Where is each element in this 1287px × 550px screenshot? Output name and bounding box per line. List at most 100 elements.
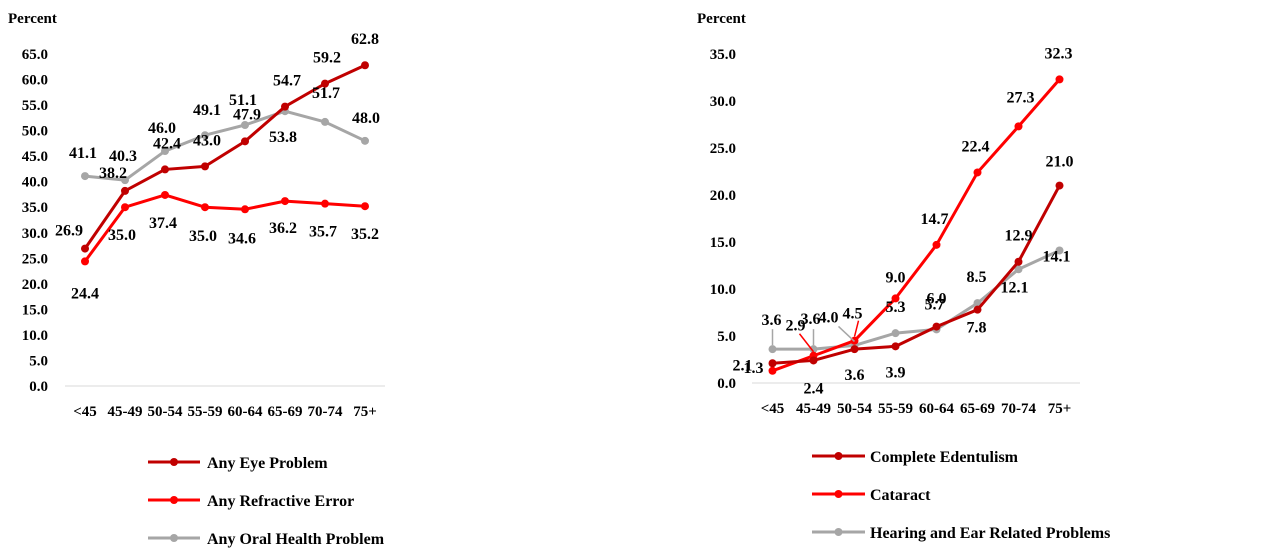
data-point xyxy=(891,329,900,338)
data-label: 59.2 xyxy=(313,50,341,67)
data-label: 62.8 xyxy=(351,31,379,48)
y-tick-label: 45.0 xyxy=(22,149,48,165)
data-point xyxy=(81,172,89,181)
x-tick-label: <45 xyxy=(73,404,97,420)
y-axis-title: Percent xyxy=(697,11,746,27)
data-point xyxy=(768,366,777,375)
x-tick-label: 65-69 xyxy=(268,404,303,420)
x-tick-label: 75+ xyxy=(1048,401,1072,417)
data-point xyxy=(241,205,249,214)
data-label: 41.1 xyxy=(69,145,97,162)
legend-label: Cataract xyxy=(870,487,931,504)
x-tick-label: 70-74 xyxy=(308,404,343,420)
series-line xyxy=(771,77,1061,373)
data-point xyxy=(201,131,209,140)
data-label: 43.0 xyxy=(193,132,221,149)
data-label: 42.4 xyxy=(153,135,181,152)
data-point xyxy=(361,61,369,70)
y-tick-label: 65.0 xyxy=(22,47,48,63)
data-point xyxy=(81,257,89,266)
chart-eye-oral-health: Percent 0.0 5.0 10.0 15.0 20.0 25.0 30.0 35.0 40… xyxy=(8,11,385,548)
y-tick-label: 55.0 xyxy=(22,98,48,114)
data-label: 21.0 xyxy=(1046,154,1074,171)
y-tick-label: 40.0 xyxy=(22,175,48,191)
data-label: 46.0 xyxy=(148,120,176,137)
data-label: 35.0 xyxy=(108,227,136,244)
data-label: 32.3 xyxy=(1045,45,1073,62)
data-label: 35.0 xyxy=(189,228,217,245)
data-point xyxy=(121,176,129,185)
data-label: 48.0 xyxy=(352,110,380,127)
data-label: 3.6 xyxy=(845,367,865,384)
label-leader-line xyxy=(837,325,856,342)
y-tick-label: 20.0 xyxy=(22,277,48,293)
data-point xyxy=(161,165,169,174)
legend-label: Any Oral Health Problem xyxy=(207,531,385,548)
data-label: 38.2 xyxy=(99,165,127,182)
legend-label: Any Eye Problem xyxy=(207,455,328,472)
data-label: 5.3 xyxy=(886,299,906,316)
data-point xyxy=(973,305,982,314)
data-point xyxy=(973,168,982,177)
data-point xyxy=(809,356,818,365)
data-point xyxy=(361,136,369,145)
y-tick-label: 0.0 xyxy=(29,379,48,395)
y-axis-title: Percent xyxy=(8,11,57,27)
legend-marker xyxy=(834,452,843,460)
data-label: 53.8 xyxy=(269,129,297,146)
data-point xyxy=(891,342,900,351)
legend-marker xyxy=(170,496,178,504)
data-label: 51.1 xyxy=(229,92,257,109)
data-label: 3.9 xyxy=(886,364,906,381)
x-tick-label: 65-69 xyxy=(960,401,995,417)
data-point xyxy=(932,322,941,331)
x-tick-label: <45 xyxy=(761,401,785,417)
chart-edentulism-cataract-hearing: Percent 0.0 5.0 10.0 15.0 20.0 25.0 30.0 35.0 <4… xyxy=(697,11,1110,542)
data-point xyxy=(281,102,289,111)
data-point xyxy=(1055,181,1064,190)
data-label: 12.1 xyxy=(1001,279,1029,296)
y-tick-label: 30.0 xyxy=(710,94,736,110)
legend-label: Complete Edentulism xyxy=(870,449,1019,466)
data-point xyxy=(1055,75,1064,84)
legend-marker xyxy=(834,528,843,536)
x-tick-label: 50-54 xyxy=(148,404,183,420)
y-tick-label: 10.0 xyxy=(22,328,48,344)
data-point xyxy=(241,120,249,129)
y-tick-label: 30.0 xyxy=(22,226,48,242)
data-label: 5.7 xyxy=(925,296,945,313)
data-point xyxy=(1014,257,1023,266)
x-tick-label: 55-59 xyxy=(878,401,913,417)
data-label: 24.4 xyxy=(71,285,99,302)
data-label: 37.4 xyxy=(149,215,177,232)
x-tick-label: 45-49 xyxy=(108,404,143,420)
data-label: 3.6 xyxy=(801,311,821,328)
data-point xyxy=(321,199,329,208)
data-label: 2.9 xyxy=(786,318,806,335)
x-tick-label: 60-64 xyxy=(919,401,954,417)
data-point xyxy=(768,345,777,354)
y-tick-label: 35.0 xyxy=(22,200,48,216)
data-point xyxy=(241,137,249,146)
data-point xyxy=(321,79,329,88)
y-tick-label: 10.0 xyxy=(710,282,736,298)
data-label: 8.5 xyxy=(967,269,987,286)
data-point xyxy=(161,147,169,156)
y-tick-label: 0.0 xyxy=(717,376,736,392)
data-point xyxy=(201,162,209,171)
series-line xyxy=(771,184,1061,365)
data-label: 2.1 xyxy=(733,357,753,374)
data-point xyxy=(1014,122,1023,131)
y-tick-label: 60.0 xyxy=(22,73,48,89)
data-label: 26.9 xyxy=(55,223,83,240)
data-label: 9.0 xyxy=(886,269,906,286)
data-label: 4.0 xyxy=(819,309,839,326)
x-tick-label: 70-74 xyxy=(1001,401,1036,417)
data-label: 1.3 xyxy=(744,360,764,377)
data-point xyxy=(201,203,209,212)
series-line xyxy=(771,248,1061,351)
label-leader-line xyxy=(798,333,815,353)
data-point xyxy=(81,244,89,253)
data-point xyxy=(161,190,169,199)
data-label: 47.9 xyxy=(233,106,261,123)
